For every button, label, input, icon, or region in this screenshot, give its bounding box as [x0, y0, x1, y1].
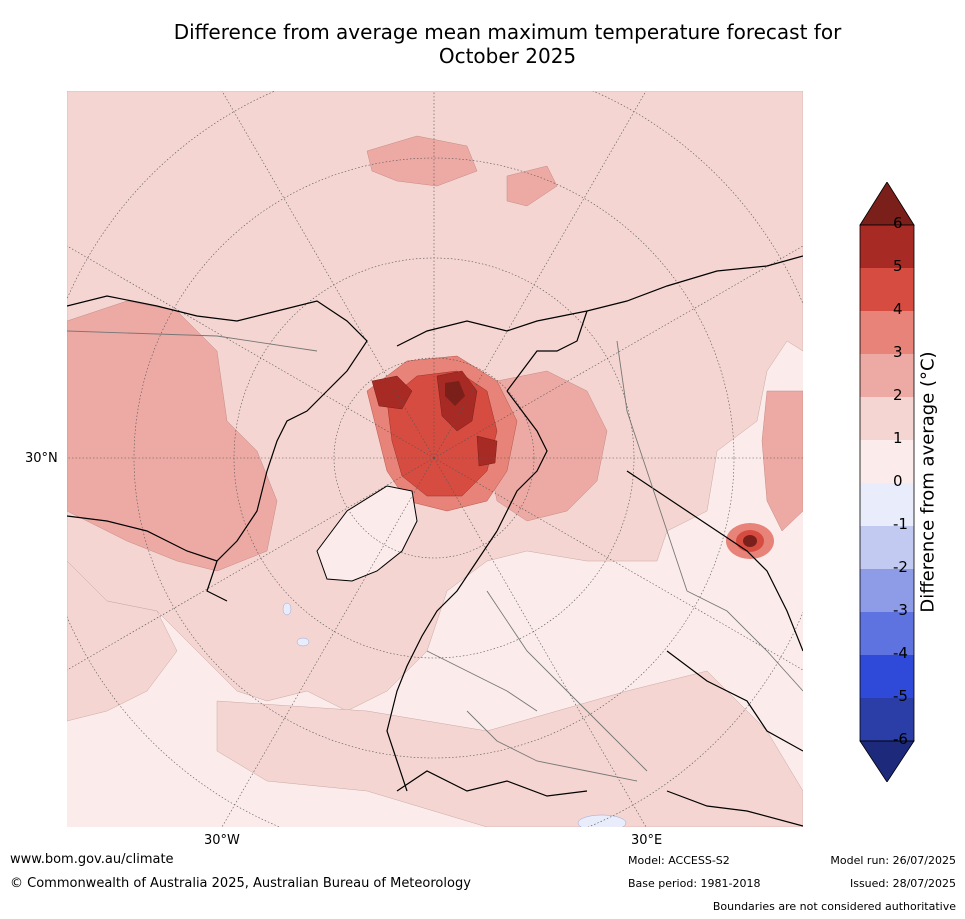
lon-label-30w: 30°W: [204, 833, 240, 848]
colorbar-swatch-3-4: [860, 311, 914, 354]
colorbar-tick-4: 4: [893, 300, 903, 318]
colorbar-arrow-top: [859, 181, 915, 226]
colorbar-frame: [859, 224, 915, 742]
graticule: [67, 91, 803, 827]
colorbar-tick-m6: -6: [893, 730, 908, 748]
colorbar-tick-m1: -1: [893, 515, 908, 533]
colorbar-tick-m3: -3: [893, 601, 908, 619]
colorbar-swatch-5-6: [860, 225, 914, 268]
colorbar-tick-2: 2: [893, 386, 903, 404]
colorbar-tick-5: 5: [893, 257, 903, 275]
anomaly-band-2-3-east: [761, 390, 803, 532]
anomaly-band-2-3-north-2: [506, 165, 558, 207]
title-line-1: Difference from average mean maximum tem…: [173, 20, 842, 44]
country-borders: [67, 330, 803, 782]
colorbar-swatch-4-5: [860, 268, 914, 311]
colorbar: [858, 181, 965, 783]
colorbar-tick-6: 6: [893, 214, 903, 232]
anomaly-band-gt6-east-asia: [743, 535, 757, 547]
anomaly-band-5-6-arctic-2: [371, 375, 413, 410]
colorbar-swatch-0-1: [860, 440, 914, 483]
anomaly-band-1-2-west: [67, 560, 178, 722]
anomaly-band-neg-patch-2: [296, 637, 310, 647]
footer-disclaimer: Boundaries are not considered authoritat…: [712, 900, 956, 913]
forecast-map: [67, 91, 803, 827]
colorbar-swatch-m1-0: [860, 483, 914, 526]
colorbar-tick-1: 1: [893, 429, 903, 447]
colorbar-tick-m5: -5: [893, 687, 908, 705]
colorbar-swatch-m2-m1: [860, 526, 914, 569]
footer-copyright: © Commonwealth of Australia 2025, Austra…: [10, 876, 471, 891]
map-canvas: [67, 91, 803, 827]
colorbar-swatch-m5-m4: [860, 655, 914, 698]
footer-model: Model: ACCESS-S2: [628, 854, 730, 867]
colorbar-swatch-2-3: [860, 354, 914, 397]
greenland-near-average: [316, 485, 418, 582]
anomaly-band-gt6-arctic: [445, 381, 465, 406]
colorbar-svg: [859, 181, 915, 783]
footer-issued: Issued: 28/07/2025: [849, 877, 956, 890]
footer-website[interactable]: www.bom.gov.au/climate: [10, 852, 174, 867]
colorbar-title: Difference from average (°C): [917, 351, 939, 613]
footer-base-period: Base period: 1981-2018: [628, 877, 761, 890]
colorbar-tick-m4: -4: [893, 644, 908, 662]
colorbar-swatch-m6-m5: [860, 698, 914, 741]
coastlines: [67, 255, 803, 827]
lon-label-30e: 30°E: [631, 833, 663, 848]
anomaly-band-neg-patch-3: [577, 814, 627, 827]
colorbar-swatch-m4-m3: [860, 612, 914, 655]
anomaly-band-neg-patch-1: [282, 602, 292, 616]
anomaly-band-2-3-north: [366, 135, 478, 187]
colorbar-swatch-m3-m2: [860, 569, 914, 612]
colorbar-tick-3: 3: [893, 343, 903, 361]
colorbar-swatch-1-2: [860, 397, 914, 440]
anomaly-band-5-6-arctic-3: [476, 435, 498, 467]
title-line-2: October 2025: [438, 44, 577, 68]
colorbar-tick-m2: -2: [893, 558, 908, 576]
anomaly-band-2-3-north-america: [67, 300, 278, 572]
footer-model-run: Model run: 26/07/2025: [830, 854, 956, 867]
lat-label-30n: 30°N: [25, 451, 58, 466]
chart-title: Difference from average mean maximum tem…: [60, 20, 955, 68]
colorbar-tick-0: 0: [893, 472, 903, 490]
